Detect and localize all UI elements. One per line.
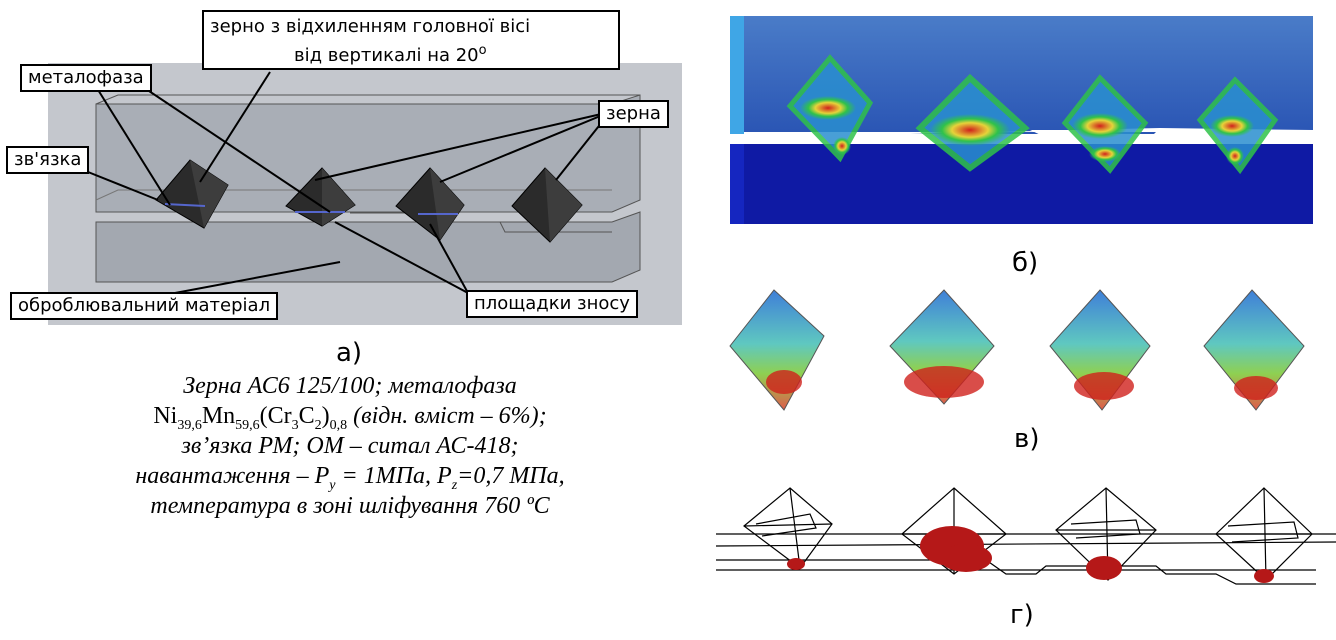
grain-1 (155, 159, 229, 229)
grain-map-2 (889, 289, 995, 405)
leader-lines (77, 71, 611, 294)
panel-c-grain-stress (729, 289, 1305, 411)
label-wear-flats: площадки зносу (466, 290, 638, 318)
label-grain-tilt: зерно з відхиленням головної вісі від ве… (202, 10, 620, 70)
panel-d-wear-wireframe (715, 487, 1336, 585)
grain-4 (511, 167, 583, 243)
stress-grain-1 (786, 54, 874, 163)
stress-grain-3 (1061, 74, 1149, 174)
caption-line-5: температура в зоні шліфування 760 ºС (150, 493, 550, 519)
grain-map-4 (1203, 289, 1305, 411)
wear-zones (787, 526, 1274, 583)
caption-line-1: Зерна АС6 125/100; металофаза (183, 373, 517, 399)
label-grain-tilt-line2: від вертикалі на 20 (294, 45, 479, 66)
label-grain-tilt-line1: зерно з відхиленням головної вісі (210, 16, 531, 37)
label-workpiece: оброблювальний матеріал (10, 292, 279, 320)
label-grains: зерна (598, 100, 669, 128)
grain-3 (395, 167, 465, 241)
caption-line-3: зв’язка РМ; ОМ – ситал АС-418; (181, 433, 519, 459)
panel-a-model (48, 63, 682, 325)
panel-c-letter: в) (1014, 424, 1040, 454)
panel-a-letter: а) (336, 338, 363, 368)
stress-grain-2 (915, 73, 1030, 172)
label-bond: зв'язка (6, 146, 90, 174)
stress-grain-4 (1196, 76, 1279, 175)
panel-d-letter: г) (1010, 600, 1034, 630)
grain-map-1 (729, 289, 825, 411)
grain-map-3 (1049, 289, 1151, 411)
panel-b-stress-field (730, 16, 1313, 224)
panel-b-letter: б) (1012, 248, 1039, 278)
degree-sup: o (478, 43, 487, 58)
label-metal-phase: металофаза (20, 64, 152, 92)
caption-line-4: навантаження – Py = 1МПа, Pz=0,7 МПа, (135, 463, 565, 493)
caption-line-2: Ni39,6Mn59,6(Cr3C2)0,8 (відн. вміст – 6%… (153, 403, 547, 433)
